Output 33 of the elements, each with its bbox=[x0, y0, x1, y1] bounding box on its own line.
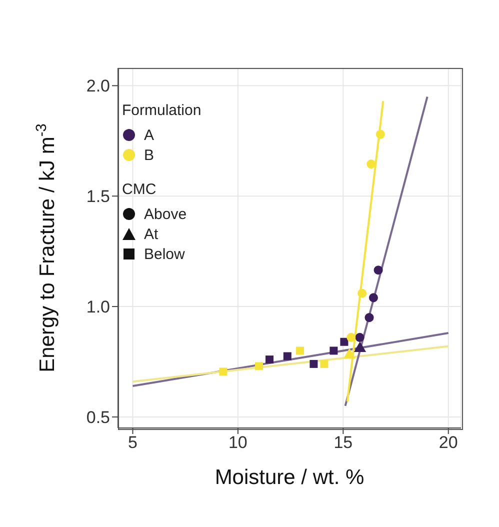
point bbox=[376, 130, 385, 139]
annotation: At bbox=[143, 224, 160, 244]
point bbox=[340, 338, 348, 346]
point bbox=[368, 293, 378, 302]
point bbox=[358, 288, 367, 298]
point bbox=[310, 360, 318, 368]
point bbox=[366, 160, 376, 169]
point bbox=[296, 346, 304, 355]
legend-label: B bbox=[143, 146, 156, 165]
x-tick-label: 15 bbox=[334, 433, 353, 452]
point bbox=[355, 332, 364, 342]
point bbox=[254, 362, 263, 370]
x-tick-label: 20 bbox=[438, 433, 458, 452]
point bbox=[219, 368, 228, 376]
y-tick-label: 0.5 bbox=[86, 408, 110, 427]
point bbox=[374, 266, 383, 275]
point bbox=[364, 313, 374, 322]
legend-title: Formulation bbox=[122, 102, 202, 119]
legend-label: A bbox=[143, 126, 156, 145]
point bbox=[320, 360, 328, 368]
x-tick-label: 5 bbox=[128, 433, 138, 452]
annotation: Above bbox=[143, 204, 188, 224]
point bbox=[330, 346, 338, 355]
x-tick-label: 10 bbox=[228, 433, 248, 452]
point bbox=[346, 332, 356, 342]
y-tick-label: 2.0 bbox=[86, 76, 110, 96]
x-axis-title: Moisture / wt. % bbox=[214, 466, 364, 489]
y-tick-label: 1.0 bbox=[86, 298, 110, 317]
point bbox=[283, 352, 292, 360]
annotation: Below bbox=[143, 244, 186, 264]
annotation: CMC bbox=[122, 181, 158, 198]
point bbox=[266, 356, 274, 364]
y-tick-label: 1.5 bbox=[86, 187, 110, 206]
